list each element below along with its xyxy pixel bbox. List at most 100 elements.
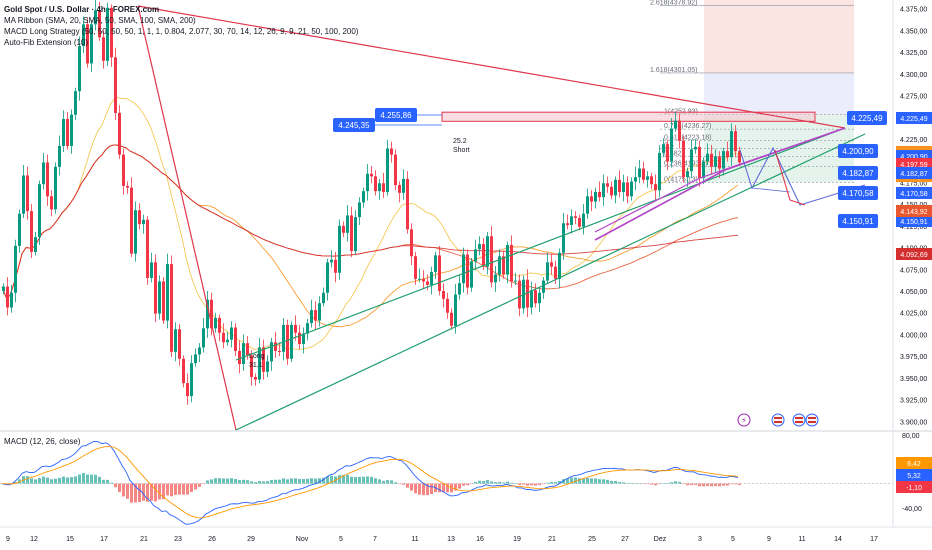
candle-body: [30, 211, 33, 252]
indicator-ma-ribbon[interactable]: MA Ribbon (SMA, 20, SMA, 50, SMA, 100, S…: [4, 16, 196, 25]
candle-body: [398, 185, 401, 193]
macd-hist-bar: [86, 474, 89, 484]
price-axis-label: 4.092,69: [900, 252, 927, 259]
candle-body: [202, 328, 205, 348]
macd-hist-bar: [550, 481, 553, 484]
candle-body: [534, 290, 537, 304]
candle: [114, 47, 117, 120]
macd-hist-bar: [530, 483, 533, 486]
candle: [130, 177, 133, 258]
indicator-auto-fib[interactable]: Auto-Fib Extension (10): [4, 38, 89, 47]
candle: [342, 221, 345, 238]
macd-hist-bar: [98, 476, 101, 484]
macd-hist-bar: [238, 480, 241, 484]
macd-hist-bar: [650, 483, 653, 485]
candle-body: [6, 286, 9, 308]
macd-axis-label-box: [896, 481, 932, 493]
indicator-macd-strategy[interactable]: MACD Long Strategy (50, 50, 50, 50, 1, 1…: [4, 27, 359, 36]
macd-hist-bar: [290, 478, 293, 484]
candle: [238, 340, 241, 374]
candle-body: [722, 151, 725, 169]
candle: [234, 323, 237, 357]
projection-label-text: 4.150,91: [842, 217, 874, 226]
candle: [54, 162, 57, 214]
macd-hist-bar: [646, 483, 649, 485]
candle-body: [62, 119, 65, 146]
price-axis-label-box: [896, 112, 932, 124]
candle-body: [566, 223, 569, 225]
macd-hist-bar: [666, 483, 669, 484]
candle: [394, 149, 397, 191]
macd-hist-bar: [366, 476, 369, 484]
candle-body: [214, 317, 217, 329]
macd-hist-bar: [102, 479, 105, 484]
candle-body: [470, 261, 473, 288]
macd-hist-bar: [62, 476, 65, 484]
symbol-title[interactable]: Gold Spot / U.S. Dollar · 4h · FOREX.com: [4, 5, 160, 14]
candle: [534, 283, 537, 308]
price-tick-label: 4.325,00: [900, 50, 927, 57]
candle: [626, 176, 629, 204]
candle: [594, 187, 597, 209]
candle-body: [558, 252, 561, 279]
macd-hist-bar: [26, 476, 29, 484]
candle: [378, 178, 381, 200]
candle: [682, 135, 685, 183]
macd-hist-bar: [194, 483, 197, 490]
candle-body: [734, 131, 737, 152]
projection-label-text: 4.182,87: [842, 169, 874, 178]
candle-body: [142, 219, 145, 225]
candle: [194, 348, 197, 367]
candle: [302, 327, 305, 354]
candle: [514, 272, 517, 285]
macd-legend[interactable]: MACD (12, 26, close): [4, 437, 81, 446]
candle-body: [270, 342, 273, 362]
macd-hist-bar: [642, 483, 645, 485]
candle-body: [314, 310, 317, 321]
projection-path: [751, 187, 791, 193]
macd-hist-bar: [166, 483, 169, 496]
macd-hist-bar: [358, 476, 361, 484]
macd-hist-bar: [346, 474, 349, 484]
price-tick-label: 4.075,00: [900, 267, 927, 274]
candle: [714, 149, 717, 172]
us-flag-icon: [771, 413, 785, 427]
candle: [62, 110, 65, 153]
candle: [146, 216, 149, 285]
candle: [666, 139, 669, 171]
macd-hist-bar: [382, 480, 385, 484]
candle-body: [230, 327, 233, 340]
candle-body: [730, 131, 733, 158]
macd-hist-bar: [298, 479, 301, 484]
macd-hist-bar: [514, 483, 517, 484]
candle: [382, 172, 385, 199]
candle: [118, 105, 121, 159]
candle: [390, 141, 393, 163]
candle-body: [454, 294, 457, 326]
macd-hist-bar: [330, 475, 333, 484]
projection-label-box: [838, 186, 878, 200]
candle-body: [278, 350, 281, 352]
candle: [266, 355, 269, 378]
us-flag-icon: [805, 413, 819, 427]
macd-hist-bar: [590, 478, 593, 484]
candle-body: [370, 173, 373, 177]
candle-body: [206, 299, 209, 329]
chart-legend: Gold Spot / U.S. Dollar · 4h · FOREX.com…: [4, 4, 358, 48]
candle: [74, 87, 77, 120]
macd-hist-bar: [78, 474, 81, 484]
macd-hist-bar: [626, 483, 629, 484]
macd-hist-bar: [82, 472, 85, 484]
candle-body: [690, 149, 693, 172]
candle: [318, 296, 321, 327]
candle-body: [434, 255, 437, 272]
candle-body: [38, 184, 41, 238]
macd-hist-bar: [262, 481, 265, 484]
macd-hist-bar: [58, 477, 61, 484]
candle-body: [602, 183, 605, 198]
macd-axis-label-box: [896, 469, 932, 481]
candle: [314, 301, 317, 330]
candle: [326, 258, 329, 301]
